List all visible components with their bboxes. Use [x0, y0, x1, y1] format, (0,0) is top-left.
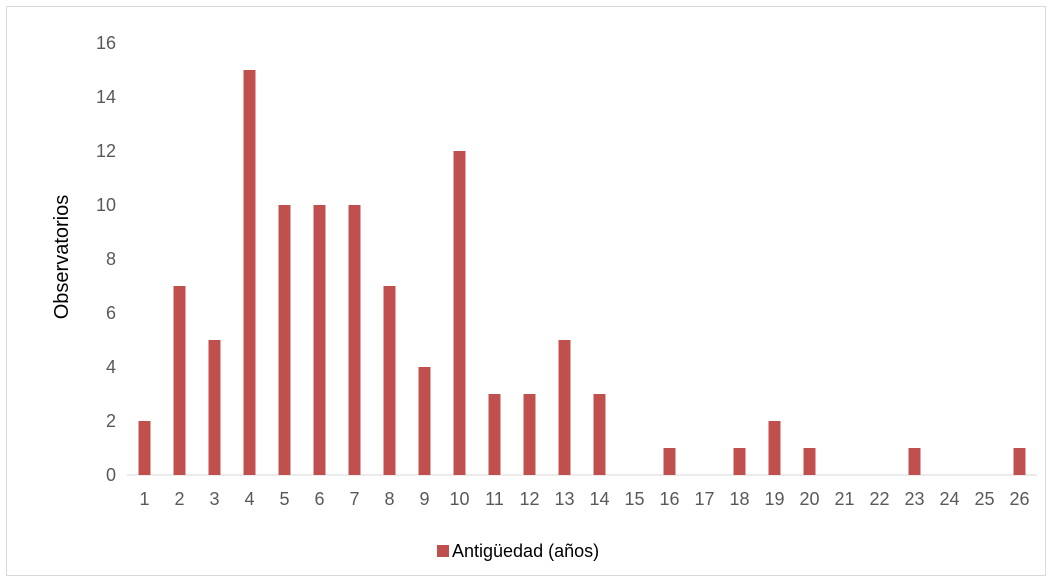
x-tick-label: 25 — [974, 489, 994, 509]
x-tick-label: 19 — [764, 489, 784, 509]
bar-20[interactable] — [803, 448, 816, 475]
bar-1[interactable] — [138, 421, 151, 475]
bar-11[interactable] — [488, 394, 501, 475]
x-tick-label: 22 — [869, 489, 889, 509]
bar-12[interactable] — [523, 394, 536, 475]
x-tick-label: 16 — [659, 489, 679, 509]
x-tick-label: 11 — [485, 489, 504, 509]
bar-16[interactable] — [663, 448, 676, 475]
x-tick-label: 5 — [279, 489, 289, 509]
x-tick-label: 3 — [209, 489, 219, 509]
bar-9[interactable] — [418, 367, 431, 475]
legend[interactable]: Antigüedad (años) — [437, 541, 599, 561]
x-tick-label: 26 — [1009, 489, 1029, 509]
x-tick-label: 2 — [174, 489, 184, 509]
x-tick-label: 1 — [139, 489, 149, 509]
bar-19[interactable] — [768, 421, 781, 475]
bar-13[interactable] — [558, 340, 571, 475]
bar-6[interactable] — [313, 205, 326, 475]
bar-26[interactable] — [1013, 448, 1026, 475]
x-tick-label: 7 — [349, 489, 359, 509]
x-tick-label: 10 — [449, 489, 469, 509]
bar-14[interactable] — [593, 394, 606, 475]
x-tick-label: 24 — [939, 489, 959, 509]
y-axis-ticks: 0 2 4 6 8 10 12 14 16 — [96, 33, 116, 485]
y-tick-label: 12 — [96, 141, 116, 161]
x-tick-label: 8 — [384, 489, 394, 509]
x-tick-label: 17 — [694, 489, 714, 509]
y-tick-label: 6 — [106, 303, 116, 323]
x-tick-label: 21 — [834, 489, 854, 509]
x-tick-label: 4 — [244, 489, 254, 509]
x-tick-label: 6 — [314, 489, 324, 509]
legend-label-antiguedad: Antigüedad (años) — [452, 541, 599, 561]
y-tick-label: 14 — [96, 87, 116, 107]
x-tick-label: 15 — [624, 489, 644, 509]
x-tick-label: 13 — [554, 489, 574, 509]
bar-18[interactable] — [733, 448, 746, 475]
legend-swatch — [437, 545, 449, 557]
bar-2[interactable] — [173, 286, 186, 475]
bars — [138, 70, 1026, 475]
x-tick-label: 23 — [904, 489, 924, 509]
bar-10[interactable] — [453, 151, 466, 475]
y-tick-label: 10 — [96, 195, 116, 215]
x-tick-label: 9 — [419, 489, 429, 509]
bar-3[interactable] — [208, 340, 221, 475]
y-tick-label: 16 — [96, 33, 116, 53]
x-axis-ticks: 1 2 3 4 5 6 7 8 9 10 11 12 13 14 15 16 17 18 19 20 21 22 23 24 2… — [139, 489, 1029, 509]
x-tick-label: 12 — [519, 489, 539, 509]
bar-23[interactable] — [908, 448, 921, 475]
bar-7[interactable] — [348, 205, 361, 475]
bar-5[interactable] — [278, 205, 291, 475]
y-tick-label: 4 — [106, 357, 116, 377]
y-axis-label: Observatorios — [51, 195, 73, 320]
bar-4[interactable] — [243, 70, 256, 475]
y-tick-label: 2 — [106, 411, 116, 431]
y-tick-label: 8 — [106, 249, 116, 269]
x-tick-label: 14 — [589, 489, 609, 509]
x-tick-label: 18 — [729, 489, 749, 509]
y-tick-label: 0 — [106, 465, 116, 485]
x-tick-label: 20 — [799, 489, 819, 509]
bar-8[interactable] — [383, 286, 396, 475]
